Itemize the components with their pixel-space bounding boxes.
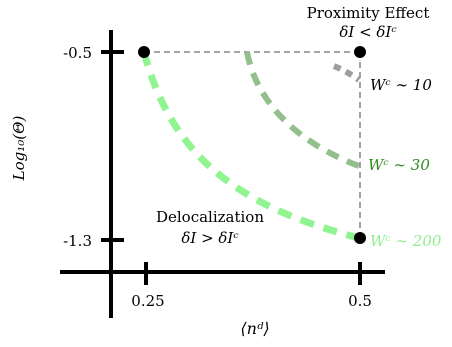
proximity-condition: δI < δIᶜ <box>339 23 396 41</box>
curve-label-wc-200: Wᶜ ∼ 200 <box>370 232 442 250</box>
proximity-title: Proximity Effect <box>307 4 430 22</box>
delocalization-condition: δI > δIᶜ <box>181 229 238 247</box>
point-top-left <box>138 46 150 58</box>
delocalization-title: Delocalization <box>156 208 264 226</box>
y-tick-label-top: -0.5 <box>63 44 92 62</box>
curve-wc-200 <box>140 51 360 242</box>
y-tick-label-bottom: -1.3 <box>63 232 92 250</box>
curve-label-wc-30: Wᶜ ∼ 30 <box>368 156 430 174</box>
y-axis-label: Log₁₀(Θ) <box>10 116 28 182</box>
curve-label-wc-10: Wᶜ ∼ 10 <box>370 76 432 94</box>
x-tick-label-right: 0.5 <box>348 292 372 310</box>
point-top-right <box>354 46 366 58</box>
point-bottom-right <box>354 232 366 244</box>
x-axis-label: ⟨nᵈ⟩ <box>240 319 269 338</box>
curve-wc-10 <box>332 63 361 83</box>
curve-wc-30 <box>244 51 361 169</box>
x-tick-label-left: 0.25 <box>131 292 164 310</box>
